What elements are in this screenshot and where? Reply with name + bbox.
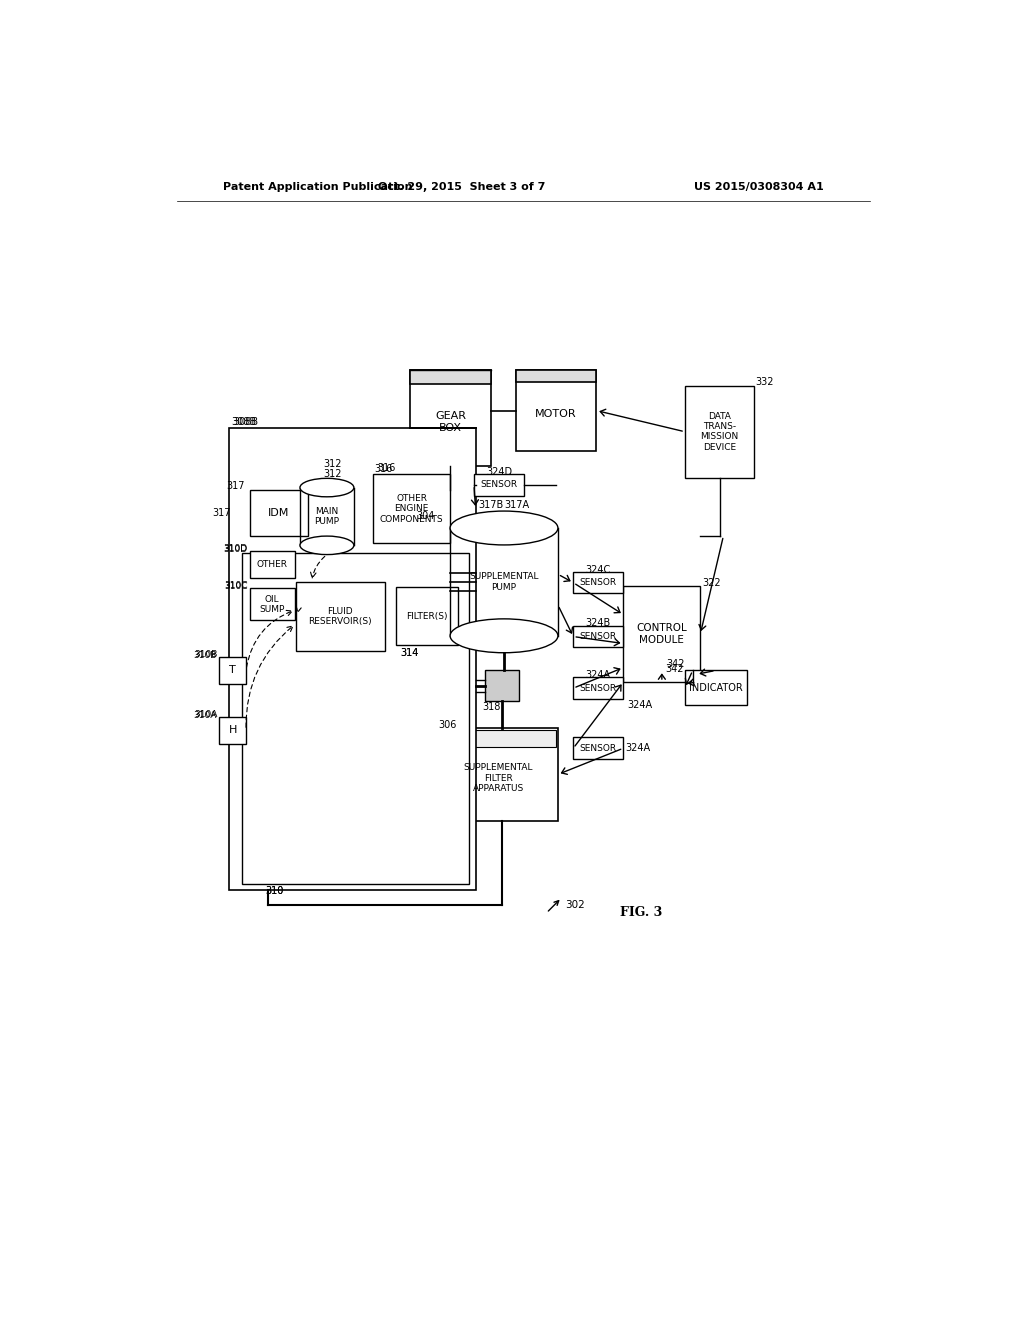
Text: 314: 314 (400, 648, 419, 657)
Ellipse shape (451, 619, 558, 653)
Bar (296, 582, 385, 651)
Text: 342: 342 (665, 664, 683, 675)
Bar (573, 626, 624, 647)
Bar (229, 428, 475, 890)
Bar (474, 474, 524, 496)
Text: OIL
SUMP: OIL SUMP (259, 594, 285, 614)
Text: T: T (229, 665, 236, 675)
Text: 324A: 324A (625, 743, 650, 754)
Text: SUPPLEMENTAL
FILTER
APPARATUS: SUPPLEMENTAL FILTER APPARATUS (464, 763, 532, 793)
Bar (396, 587, 458, 645)
Text: SUPPLEMENTAL
PUMP: SUPPLEMENTAL PUMP (469, 572, 539, 591)
Text: CONTROL
MODULE: CONTROL MODULE (637, 623, 687, 644)
Text: DATA
TRANS-
MISSION
DEVICE: DATA TRANS- MISSION DEVICE (700, 412, 738, 451)
Text: 312: 312 (323, 469, 342, 479)
Bar (250, 552, 295, 578)
Bar (250, 490, 307, 536)
Text: 317: 317 (226, 480, 246, 491)
Text: 310C: 310C (224, 581, 248, 590)
Text: 342: 342 (667, 659, 685, 669)
Bar (410, 370, 490, 466)
Text: 317B: 317B (478, 500, 503, 510)
Text: 318: 318 (482, 702, 501, 713)
Text: 310: 310 (265, 887, 284, 896)
Text: 317A: 317A (504, 500, 529, 510)
Text: 310A: 310A (194, 710, 217, 719)
Text: 304: 304 (417, 511, 435, 521)
Text: FILTER(S): FILTER(S) (407, 611, 447, 620)
Text: OTHER: OTHER (257, 560, 288, 569)
Text: 314: 314 (400, 648, 419, 657)
Text: 324B: 324B (586, 619, 611, 628)
Bar (515, 370, 596, 383)
Text: MOTOR: MOTOR (536, 409, 577, 418)
Text: Oct. 29, 2015  Sheet 3 of 7: Oct. 29, 2015 Sheet 3 of 7 (378, 182, 546, 191)
Bar (438, 729, 558, 821)
Text: 306: 306 (438, 721, 457, 730)
Text: 310A: 310A (195, 710, 217, 719)
Ellipse shape (451, 511, 558, 545)
Text: 316: 316 (377, 463, 395, 473)
Text: US 2015/0308304 A1: US 2015/0308304 A1 (694, 182, 823, 191)
Text: MAIN
PUMP: MAIN PUMP (314, 507, 339, 527)
Text: Patent Application Publication: Patent Application Publication (223, 182, 413, 191)
Text: 312: 312 (323, 459, 342, 470)
Text: 324A: 324A (586, 671, 611, 680)
Bar (373, 474, 451, 544)
Text: 316: 316 (375, 465, 393, 474)
Bar (573, 572, 624, 594)
Text: 310B: 310B (195, 649, 217, 659)
Text: 324D: 324D (486, 467, 512, 477)
Text: 308B: 308B (231, 417, 257, 426)
Text: 324C: 324C (586, 565, 611, 574)
Text: SENSOR: SENSOR (580, 578, 616, 587)
Text: 310C: 310C (224, 582, 248, 591)
Text: SENSOR: SENSOR (580, 684, 616, 693)
Bar (515, 370, 596, 451)
Text: IDM: IDM (268, 508, 290, 517)
Ellipse shape (300, 478, 354, 496)
Bar (573, 738, 624, 759)
Text: GEAR
BOX: GEAR BOX (435, 412, 466, 433)
Bar (243, 553, 469, 884)
Text: INDICATOR: INDICATOR (689, 682, 742, 693)
Bar (573, 677, 624, 700)
Text: 310D: 310D (223, 544, 248, 553)
Text: 308B: 308B (233, 417, 258, 426)
Bar (219, 656, 246, 684)
Bar (440, 730, 556, 747)
Text: FLUID
RESERVOIR(S): FLUID RESERVOIR(S) (308, 607, 372, 626)
Bar (219, 717, 246, 743)
Text: 317: 317 (212, 508, 230, 517)
Text: SENSOR: SENSOR (580, 632, 616, 642)
Bar (484, 671, 519, 701)
Text: 322: 322 (701, 578, 721, 587)
Bar (250, 589, 295, 620)
Text: 310: 310 (265, 887, 284, 896)
Text: 302: 302 (565, 900, 586, 911)
Ellipse shape (300, 536, 354, 554)
Text: H: H (228, 725, 237, 735)
Bar (685, 385, 755, 478)
Bar (685, 671, 746, 705)
Text: 332: 332 (756, 376, 774, 387)
Text: OTHER
ENGINE
COMPONENTS: OTHER ENGINE COMPONENTS (380, 494, 443, 524)
Text: 324A: 324A (628, 700, 652, 710)
Text: FIG. 3: FIG. 3 (620, 907, 662, 920)
Bar (410, 370, 490, 384)
Text: 310B: 310B (194, 651, 217, 660)
Bar (624, 586, 700, 682)
Text: 310D: 310D (223, 545, 248, 554)
Text: SENSOR: SENSOR (580, 743, 616, 752)
Text: SENSOR: SENSOR (480, 480, 517, 490)
